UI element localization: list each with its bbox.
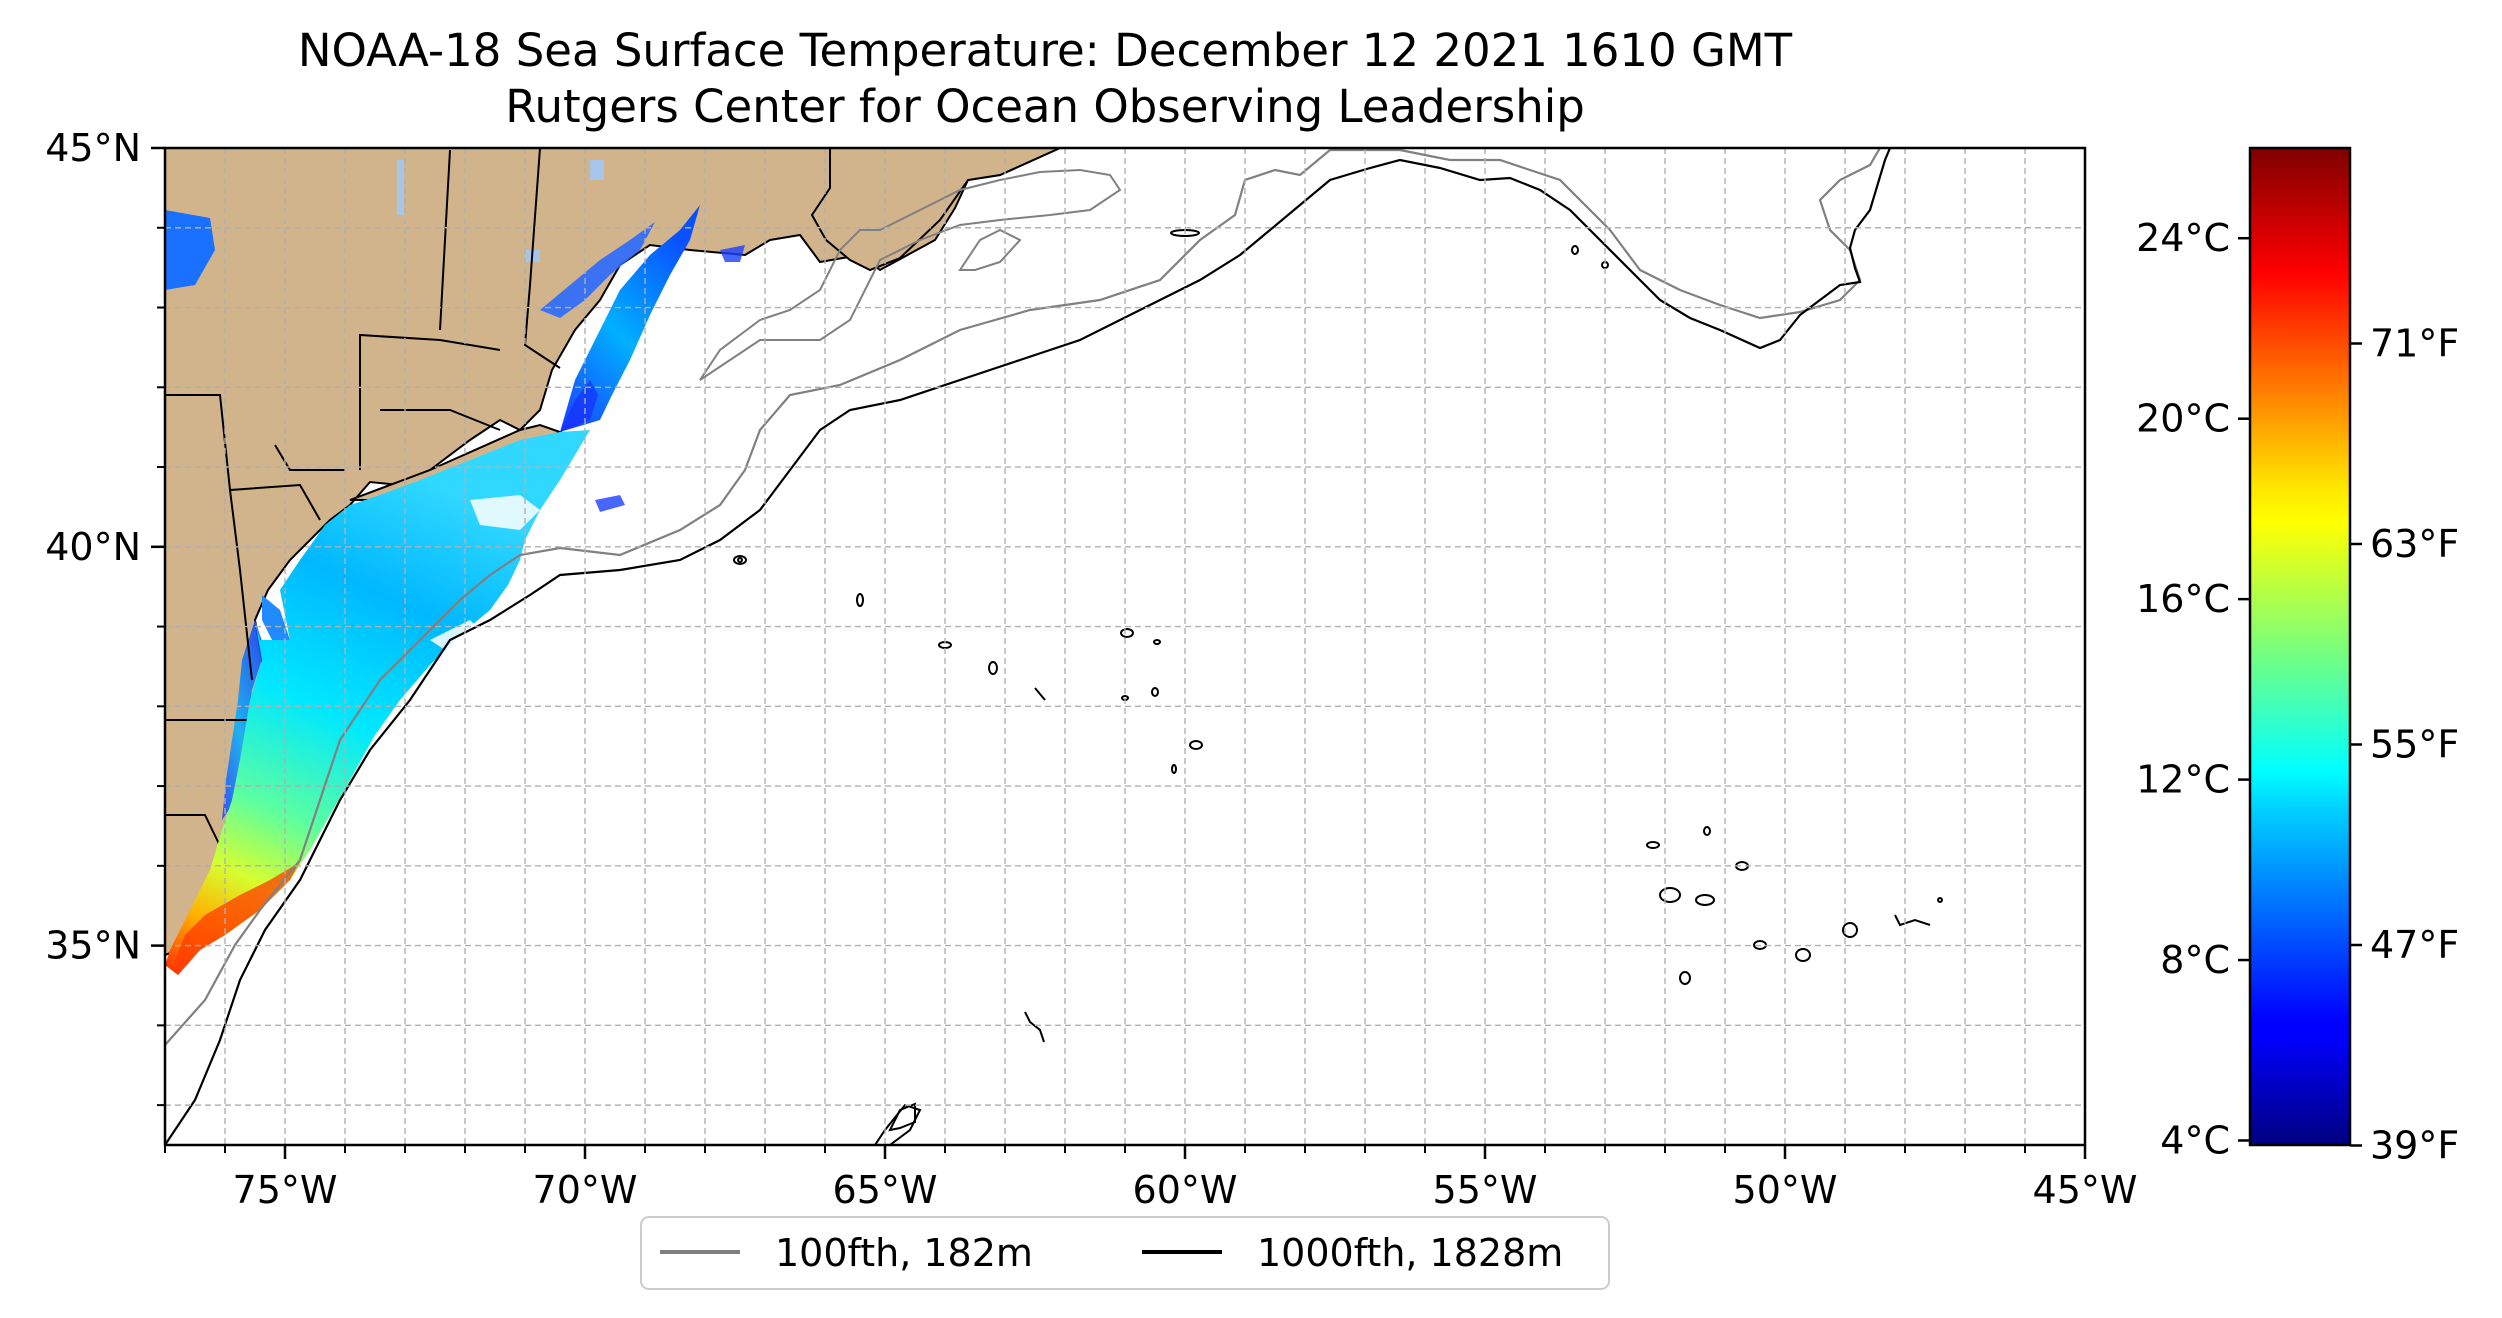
colorbar-label-c: 8°C	[2160, 938, 2230, 982]
colorbar-label-f: 55°F	[2370, 722, 2459, 766]
map-subtitle: Rutgers Center for Ocean Observing Leade…	[505, 80, 1585, 133]
lat-tick-label: 40°N	[45, 525, 141, 569]
legend: 100fth, 182m 1000fth, 1828m	[640, 1216, 1610, 1290]
lon-tick-label: 60°W	[1133, 1168, 1238, 1212]
land-nova-scotia	[810, 148, 1061, 272]
map-canvas	[165, 148, 1943, 1145]
colorbar	[2248, 146, 2352, 1147]
colorbar-label-c: 12°C	[2136, 758, 2230, 802]
seamounts	[733, 229, 1943, 1145]
gridlines	[157, 147, 2086, 1153]
axis-labels: 75°W 70°W 65°W 60°W 55°W 50°W 45°W 45°N 40°N 35°N	[45, 126, 2137, 1212]
lon-tick-label: 55°W	[1433, 1168, 1538, 1212]
legend-label-100fth: 100fth, 182m	[775, 1231, 1033, 1275]
legend-box	[640, 1216, 1610, 1290]
colorbar-label-c: 20°C	[2136, 397, 2230, 441]
lon-tick-label: 65°W	[833, 1168, 938, 1212]
isobath-100fth-georges	[699, 168, 1122, 381]
colorbar-label-f: 71°F	[2370, 321, 2459, 365]
sst-scatter-blue	[595, 495, 625, 512]
lat-tick-label: 45°N	[45, 126, 141, 170]
lake-champlain	[397, 160, 404, 215]
colorbar-label-c: 16°C	[2136, 577, 2230, 621]
sst-scatter-blue-2	[720, 245, 745, 262]
isobath-100fth-gom-ledge	[958, 228, 1022, 271]
lon-tick-label: 50°W	[1733, 1168, 1838, 1212]
colorbar-label-f: 39°F	[2370, 1124, 2459, 1168]
isobath-1000fth	[165, 148, 1892, 1145]
colorbar-label-f: 47°F	[2370, 923, 2459, 967]
colorbar-label-c: 24°C	[2136, 216, 2230, 260]
lon-tick-label: 45°W	[2033, 1168, 2138, 1212]
lat-tick-label: 35°N	[45, 924, 141, 968]
sst-swath-maine-coast	[540, 222, 655, 318]
delaware-bay	[262, 595, 290, 640]
sst-white-clouds	[470, 495, 540, 530]
sst-swath-gulf-of-maine	[560, 205, 700, 432]
sst-swath-warm-edge	[175, 862, 300, 975]
colorbar-ticks: 24°C 20°C 16°C 12°C 8°C 4°C 71°F 63°F 55°F 47°F 39…	[2136, 216, 2459, 1167]
lon-tick-label: 75°W	[233, 1168, 338, 1212]
lake-ontario-edge	[165, 210, 215, 290]
sst-swath-gulf-of-maine-blue	[560, 380, 598, 432]
map-frame	[163, 146, 2087, 1147]
lake-moosehead	[590, 160, 604, 180]
sst-white-clouds-2	[430, 620, 490, 660]
sst-swath-midatlantic	[165, 430, 590, 975]
lon-tick-label: 70°W	[533, 1168, 638, 1212]
isobath-100fth	[165, 148, 1881, 1046]
legend-label-1000fth: 1000fth, 1828m	[1257, 1231, 1563, 1275]
colorbar-label-f: 63°F	[2370, 522, 2459, 566]
colorbar-label-c: 4°C	[2160, 1118, 2230, 1162]
map-title: NOAA-18 Sea Surface Temperature: Decembe…	[297, 24, 1793, 77]
state-borders	[165, 148, 561, 851]
